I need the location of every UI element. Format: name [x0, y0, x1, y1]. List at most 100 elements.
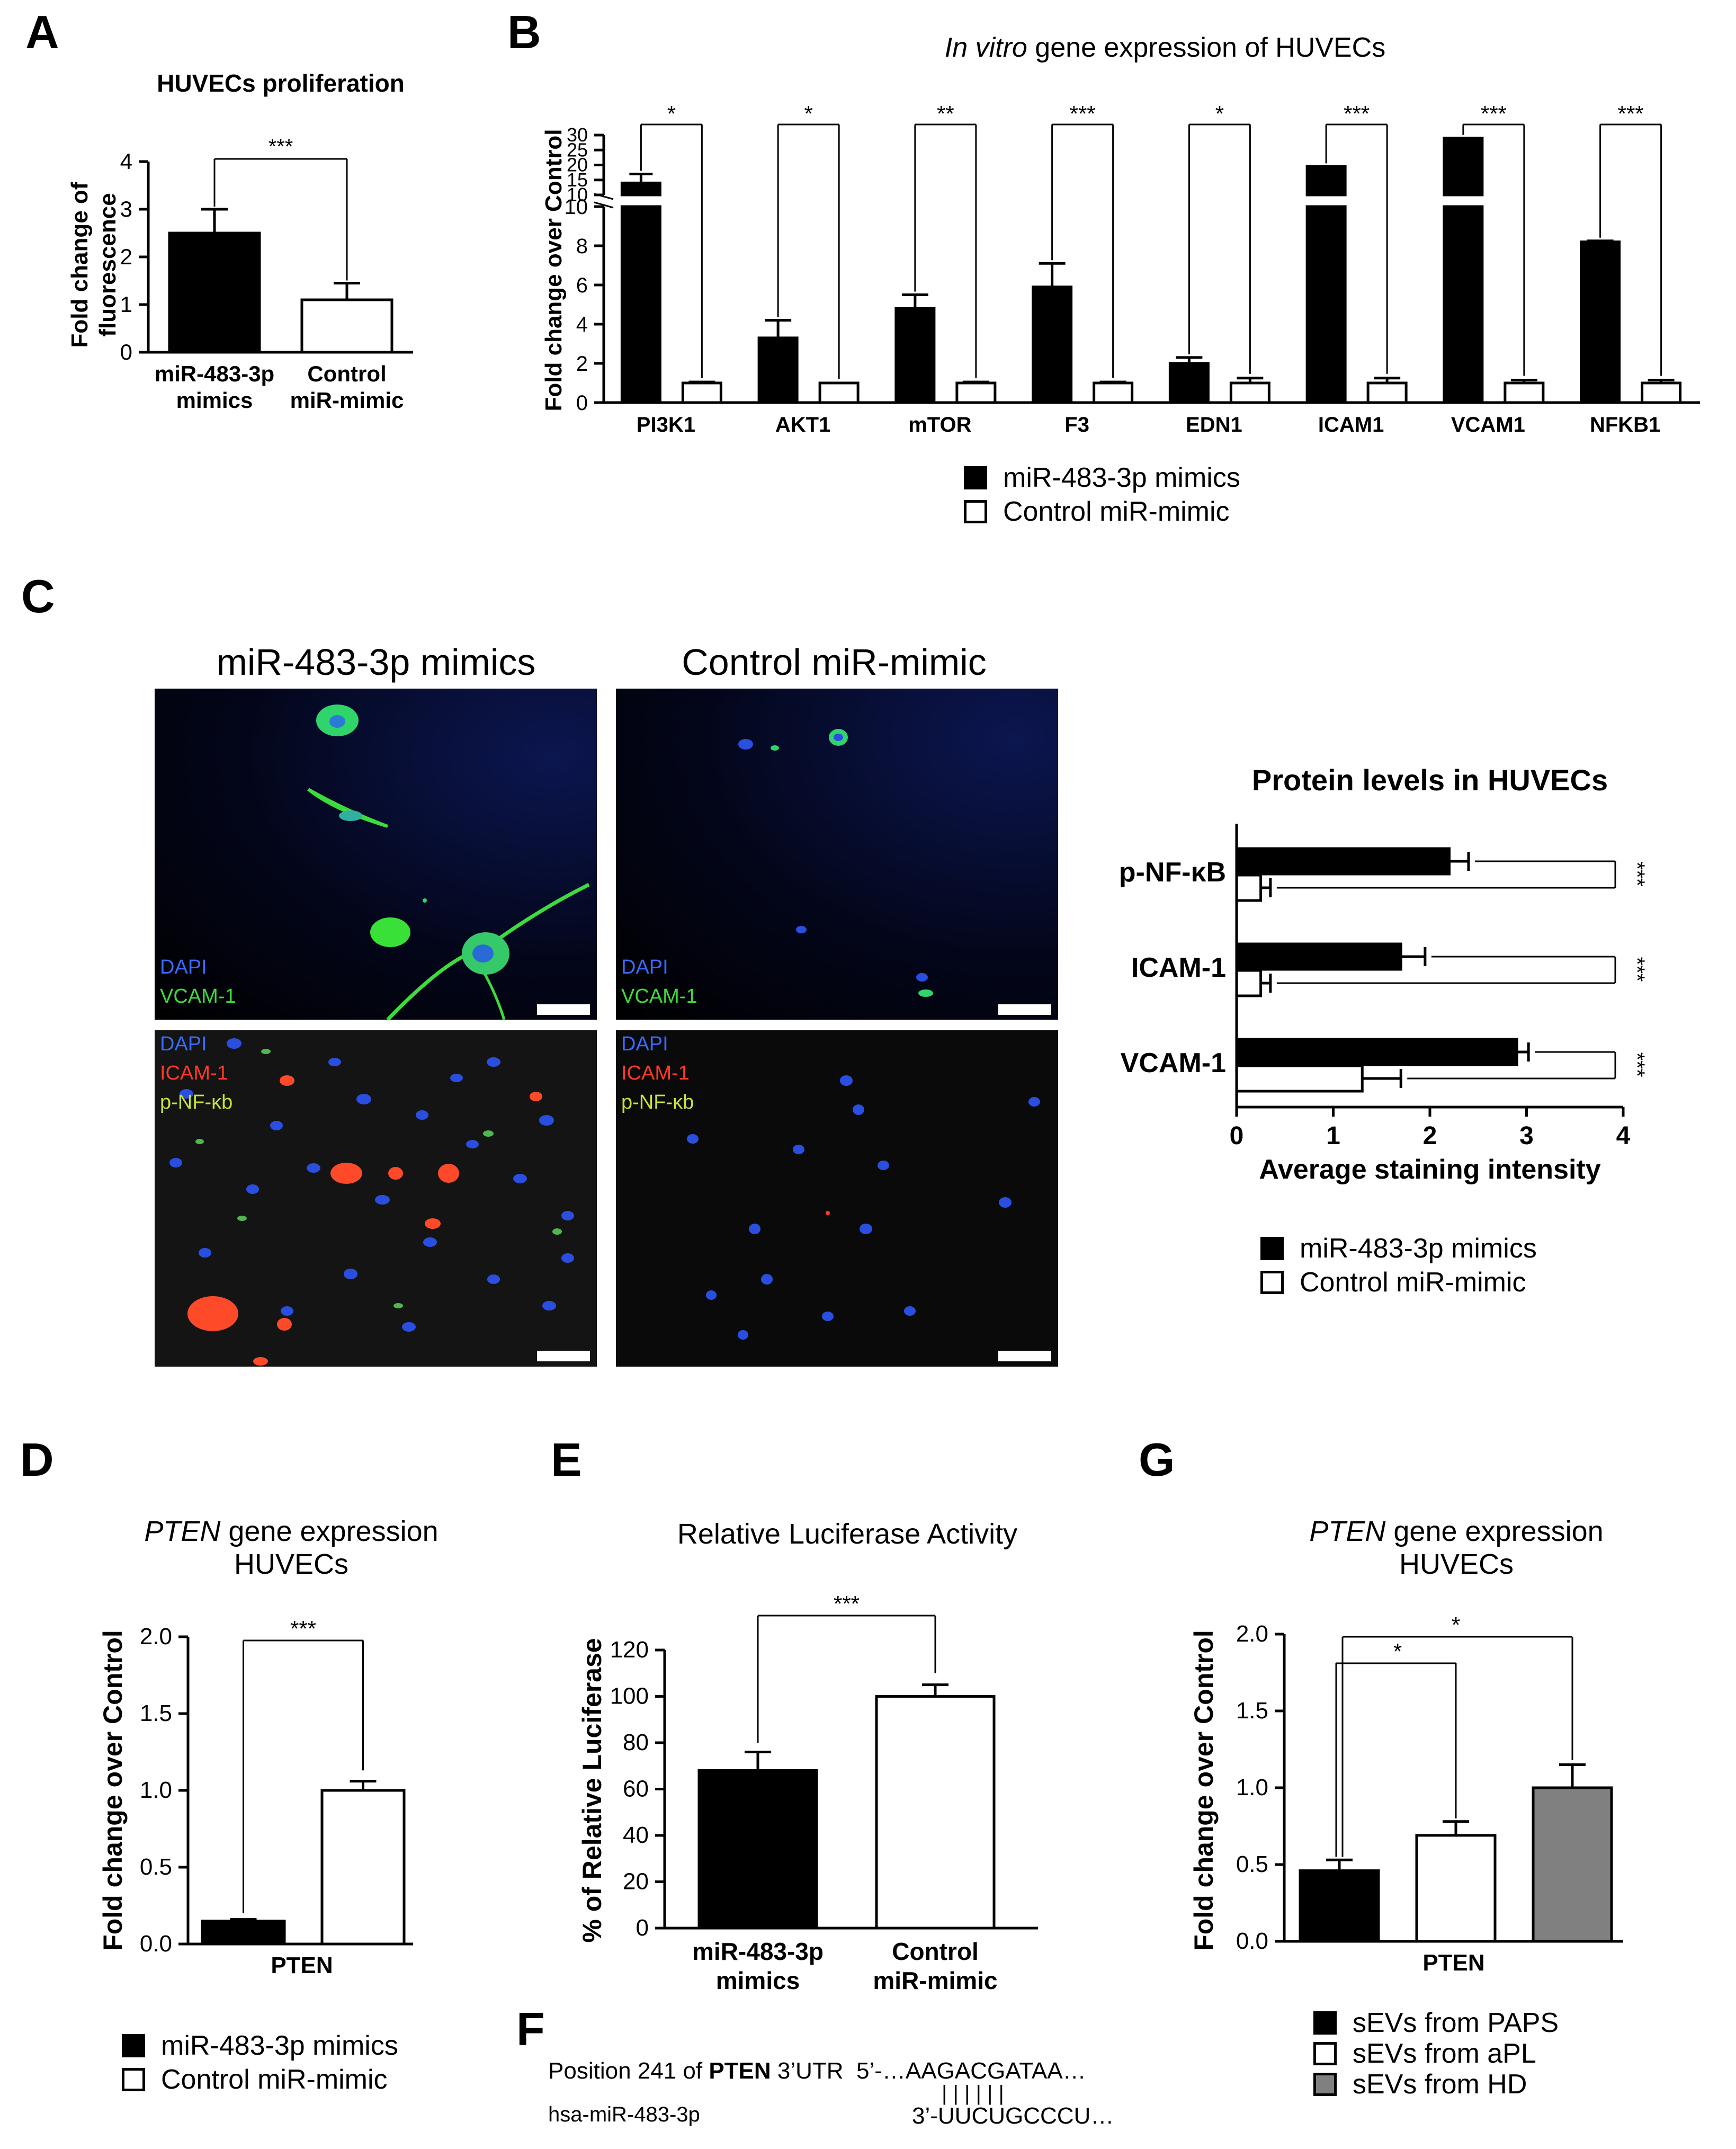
a-x-tick-label: Control: [307, 361, 386, 386]
d-y-tick-label: 0.0: [140, 1931, 172, 1957]
g-bar-2: [1532, 1786, 1613, 1943]
b-bar-mimics-upper: [1443, 137, 1484, 197]
legend-swatch-control: [122, 2068, 145, 2091]
micro-col1-title: miR-483-3p mimics: [216, 641, 536, 683]
label-dapi: DAPI: [160, 956, 207, 978]
micro-image-mimic-icam: DAPI ICAM-1 p-NF-κb: [155, 1030, 597, 1367]
legend-label-mimics: miR-483-3p mimics: [1300, 1233, 1537, 1264]
legend-b: miR-483-3p mimics Control miR-mimic: [964, 461, 1240, 529]
label-icam: ICAM-1: [160, 1062, 228, 1084]
b-x-tick-label: VCAM1: [1451, 413, 1525, 436]
legend-label-control: Control miR-mimic: [161, 2064, 388, 2095]
micro-image-mimic-vcam: DAPI VCAM-1: [155, 689, 597, 1020]
e-y-tick-label: 100: [610, 1683, 649, 1709]
sequence-mirna-name: hsa-miR-483-3p: [548, 2103, 700, 2126]
b-bar-mimics-upper: [620, 181, 661, 197]
b-axis-break: [594, 201, 614, 209]
b-bar-mimics: [1443, 205, 1484, 404]
b-bar-mimics-upper: [1305, 165, 1347, 197]
g-y-tick-label: 0.5: [1236, 1851, 1268, 1877]
b-y-tick-label: 10: [565, 195, 588, 219]
legend-g: sEVs from PAPS sEVs from aPL sEVs from H…: [1313, 2008, 1559, 2100]
e-y-tick-label: 120: [610, 1637, 649, 1663]
g-sig-label: *: [1452, 1612, 1460, 1637]
b-y-tick-label: 4: [576, 313, 588, 336]
scale-bar: [537, 1004, 590, 1015]
c-bar-control: [1235, 873, 1263, 902]
label-dapi: DAPI: [621, 1033, 668, 1055]
legend-label-mimics: miR-483-3p mimics: [161, 2030, 398, 2061]
b-bar-mimics: [620, 205, 661, 404]
c-bar-mimics: [1235, 942, 1402, 971]
chart-b-title: In vitro gene expression of HUVECs: [944, 32, 1386, 63]
c-bar-control: [1235, 1064, 1364, 1093]
g-bar-0: [1299, 1869, 1380, 1943]
legend-label-control: Control miR-mimic: [1003, 496, 1230, 527]
c-x-tick-label: 2: [1423, 1122, 1437, 1150]
a-y-tick-label: 0: [120, 340, 132, 364]
d-bar-1: [320, 1789, 406, 1946]
c-sig-label: ***: [1625, 957, 1649, 982]
b-x-tick-label: PI3K1: [637, 413, 695, 436]
e-x-tick-label: miR-483-3p: [692, 1938, 824, 1965]
legend-label-mimics: miR-483-3p mimics: [1003, 462, 1240, 493]
e-y-tick-label: 0: [636, 1915, 649, 1941]
b-y-tick-label: 15: [567, 169, 588, 191]
b-x-tick-label: AKT1: [775, 413, 830, 436]
label-pnfkb: p-NF-κb: [621, 1091, 694, 1113]
a-y-label: Fold change of: [67, 182, 93, 347]
c-x-tick-label: 4: [1616, 1122, 1631, 1150]
chart-d-title: PTEN gene expression HUVECs: [144, 1515, 439, 1580]
c-bar-control: [1235, 969, 1263, 997]
legend-label-paps: sEVs from PAPS: [1353, 2008, 1559, 2038]
b-x-tick-label: F3: [1064, 413, 1089, 436]
b-y-tick-label: 25: [567, 139, 588, 160]
legend-d: miR-483-3p mimics Control miR-mimic: [122, 2029, 398, 2097]
cells-mimic-vcam: [307, 705, 590, 1020]
b-bar-control: [1641, 381, 1682, 404]
sequence-pairs: | | | | | |: [942, 2082, 1004, 2105]
legend-swatch-apl: [1313, 2042, 1337, 2065]
legend-swatch-mimics: [964, 466, 987, 489]
panel-label-c: C: [21, 570, 55, 622]
label-pnfkb: p-NF-κb: [160, 1091, 233, 1113]
b-bar-control: [818, 381, 860, 404]
d-y-tick-label: 1.0: [140, 1777, 172, 1803]
d-bar-0: [201, 1920, 286, 1946]
legend-swatch-paps: [1313, 2011, 1337, 2035]
a-x-tick-label: mimics: [176, 388, 253, 413]
e-bar-0: [697, 1769, 818, 1930]
legend-swatch-mimics: [122, 2034, 145, 2057]
sequence-mirna-seq: 3’-UUCUGCCCU…: [912, 2103, 1114, 2129]
b-bar-mimics: [894, 307, 936, 404]
b-bar-control: [1093, 381, 1134, 404]
sequence-utr: Position 241 of PTEN 3’UTR 5’-…AAGACGATA…: [548, 2058, 1086, 2084]
g-x-tick-label: PTEN: [1422, 1950, 1484, 1976]
b-sig-label: *: [667, 101, 676, 126]
panel-label-g: G: [1139, 1433, 1175, 1486]
label-dapi: DAPI: [621, 956, 668, 978]
scale-bar: [998, 1004, 1051, 1015]
b-x-tick-label: EDN1: [1186, 413, 1242, 436]
b-x-tick-label: NFKB1: [1590, 413, 1660, 436]
micro-image-control-vcam: DAPI VCAM-1: [616, 689, 1058, 1020]
b-sig-label: *: [1215, 101, 1224, 126]
label-dapi: DAPI: [160, 1033, 207, 1055]
c-sig-label: ***: [1625, 862, 1649, 887]
label-vcam: VCAM-1: [621, 985, 697, 1007]
b-y-tick-label: 6: [576, 274, 588, 297]
legend-label-apl: sEVs from aPL: [1353, 2038, 1536, 2069]
b-bar-control: [1504, 381, 1545, 404]
g-y-tick-label: 1.0: [1236, 1775, 1268, 1800]
chart-c-title: Protein levels in HUVECs: [1251, 763, 1608, 797]
d-y-tick-label: 2.0: [140, 1624, 172, 1649]
e-y-tick-label: 20: [623, 1869, 649, 1895]
b-bar-mimics: [757, 336, 799, 404]
c-y-tick-label: VCAM-1: [1121, 1048, 1226, 1078]
b-sig-label: ***: [1344, 101, 1370, 126]
c-x-tick-label: 3: [1519, 1122, 1534, 1150]
g-y-tick-label: 1.5: [1236, 1698, 1268, 1724]
e-x-tick-label: miR-mimic: [873, 1967, 997, 1994]
c-y-tick-label: ICAM-1: [1131, 952, 1226, 983]
